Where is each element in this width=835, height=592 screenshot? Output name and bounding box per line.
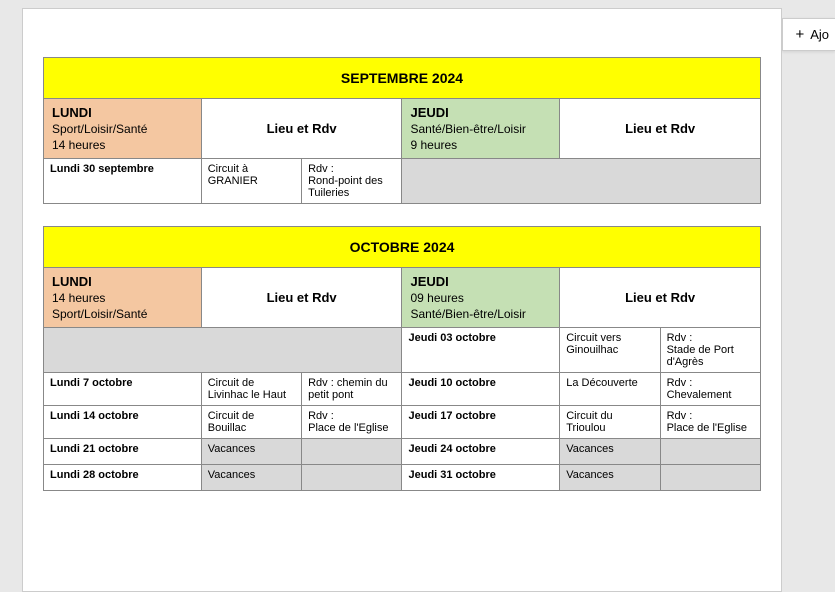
date-cell: Lundi 14 octobre <box>44 406 202 439</box>
lundi-title: LUNDI <box>52 105 193 120</box>
add-button[interactable]: + Ajo <box>782 18 835 51</box>
circuit-cell: Vacances <box>560 465 660 491</box>
col-header-lieu1: Lieu et Rdv <box>201 99 402 159</box>
add-button-label: Ajo <box>810 27 829 42</box>
rdv-cell <box>660 439 760 465</box>
lundi-sub1: Sport/Loisir/Santé <box>52 122 193 136</box>
jeudi-sub1: Santé/Bien-être/Loisir <box>410 122 551 136</box>
col-header-lundi: LUNDI 14 heures Sport/Loisir/Santé <box>44 268 202 328</box>
lundi-sub2: Sport/Loisir/Santé <box>52 307 193 321</box>
rdv-cell: Rdv :Stade de Port d'Agrès <box>660 328 760 373</box>
col-header-jeudi: JEUDI 09 heures Santé/Bien-être/Loisir <box>402 268 560 328</box>
circuit-cell: Vacances <box>201 465 301 491</box>
jeudi-title: JEUDI <box>410 274 551 289</box>
lundi-sub1: 14 heures <box>52 291 193 305</box>
circuit-cell: Circuit à GRANIER <box>201 159 301 204</box>
date-cell: Jeudi 03 octobre <box>402 328 560 373</box>
table-row: Lundi 7 octobreCircuit de Livinhac le Ha… <box>44 373 761 406</box>
date-cell: Lundi 28 octobre <box>44 465 202 491</box>
table-row: Jeudi 03 octobreCircuit vers GinouilhacR… <box>44 328 761 373</box>
col-header-lieu1: Lieu et Rdv <box>201 268 402 328</box>
october-table: OCTOBRE 2024 LUNDI 14 heures Sport/Loisi… <box>43 226 761 491</box>
jeudi-sub2: 9 heures <box>410 138 551 152</box>
date-cell: Jeudi 31 octobre <box>402 465 560 491</box>
col-header-jeudi: JEUDI Santé/Bien-être/Loisir 9 heures <box>402 99 560 159</box>
rdv-cell: Rdv :Rond-point des Tuileries <box>302 159 402 204</box>
rdv-cell: Rdv :Place de l'Eglise <box>302 406 402 439</box>
circuit-cell: Circuit du Trioulou <box>560 406 660 439</box>
rdv-cell <box>302 439 402 465</box>
rdv-cell <box>660 465 760 491</box>
table-row: Lundi 21 octobreVacancesJeudi 24 octobre… <box>44 439 761 465</box>
empty-merged-cell <box>402 159 761 204</box>
jeudi-title: JEUDI <box>410 105 551 120</box>
date-cell: Lundi 30 septembre <box>44 159 202 204</box>
lundi-sub2: 14 heures <box>52 138 193 152</box>
jeudi-sub2: Santé/Bien-être/Loisir <box>410 307 551 321</box>
table-row: Lundi 28 octobreVacancesJeudi 31 octobre… <box>44 465 761 491</box>
rdv-cell: Rdv : chemin du petit pont <box>302 373 402 406</box>
circuit-cell: Vacances <box>201 439 301 465</box>
circuit-cell: Vacances <box>560 439 660 465</box>
month-header: OCTOBRE 2024 <box>44 227 761 268</box>
date-cell: Lundi 7 octobre <box>44 373 202 406</box>
month-header: SEPTEMBRE 2024 <box>44 58 761 99</box>
date-cell: Jeudi 10 octobre <box>402 373 560 406</box>
date-cell: Lundi 21 octobre <box>44 439 202 465</box>
jeudi-sub1: 09 heures <box>410 291 551 305</box>
col-header-lieu2: Lieu et Rdv <box>560 268 761 328</box>
plus-icon: + <box>795 27 804 42</box>
table-row: Lundi 14 octobreCircuit de BouillacRdv :… <box>44 406 761 439</box>
date-cell: Jeudi 24 octobre <box>402 439 560 465</box>
rdv-cell <box>302 465 402 491</box>
col-header-lundi: LUNDI Sport/Loisir/Santé 14 heures <box>44 99 202 159</box>
circuit-cell: Circuit vers Ginouilhac <box>560 328 660 373</box>
date-cell: Jeudi 17 octobre <box>402 406 560 439</box>
circuit-cell: Circuit de Livinhac le Haut <box>201 373 301 406</box>
circuit-cell: La Découverte <box>560 373 660 406</box>
table-row: Lundi 30 septembreCircuit à GRANIERRdv :… <box>44 159 761 204</box>
september-table: SEPTEMBRE 2024 LUNDI Sport/Loisir/Santé … <box>43 57 761 204</box>
rdv-cell: Rdv :Chevalement <box>660 373 760 406</box>
rdv-cell: Rdv :Place de l'Eglise <box>660 406 760 439</box>
col-header-lieu2: Lieu et Rdv <box>560 99 761 159</box>
document-page: SEPTEMBRE 2024 LUNDI Sport/Loisir/Santé … <box>22 8 782 592</box>
circuit-cell: Circuit de Bouillac <box>201 406 301 439</box>
lundi-title: LUNDI <box>52 274 193 289</box>
empty-merged-cell <box>44 328 402 373</box>
